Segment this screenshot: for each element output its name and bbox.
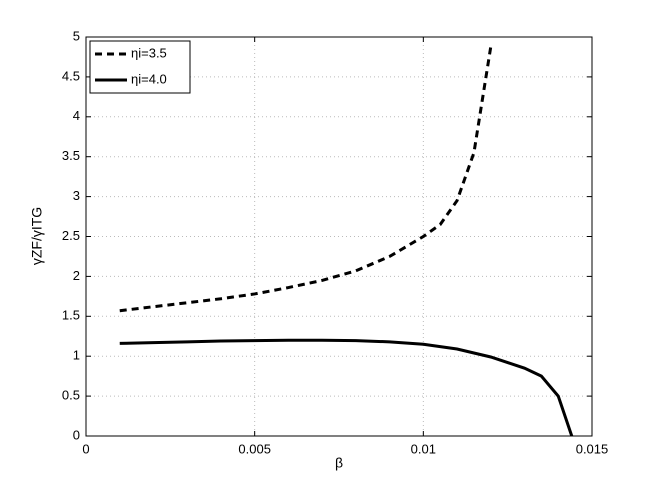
y-tick-label: 3.5 [62,148,80,163]
x-axis-label: β [335,455,343,471]
y-tick-label: 2.5 [62,228,80,243]
x-tick-label: 0.01 [411,441,436,456]
y-tick-label: 1.5 [62,308,80,323]
y-tick-label: 4.5 [62,68,80,83]
x-tick-label: 0 [82,441,89,456]
legend-label: ηi=3.5 [131,45,167,60]
y-tick-label: 0 [73,427,80,442]
legend-label: ηi=4.0 [131,71,167,86]
y-tick-label: 3 [73,188,80,203]
y-tick-label: 1 [73,348,80,363]
y-tick-label: 5 [73,28,80,43]
x-tick-label: 0.015 [576,441,609,456]
y-tick-label: 2 [73,268,80,283]
y-tick-label: 4 [73,108,80,123]
y-axis-label: γZF/γITG [29,207,45,265]
x-tick-label: 0.005 [238,441,271,456]
y-tick-label: 0.5 [62,388,80,403]
series-line [119,338,574,437]
series-line [119,46,493,313]
plot-frame [85,36,593,437]
legend-box [89,40,191,94]
